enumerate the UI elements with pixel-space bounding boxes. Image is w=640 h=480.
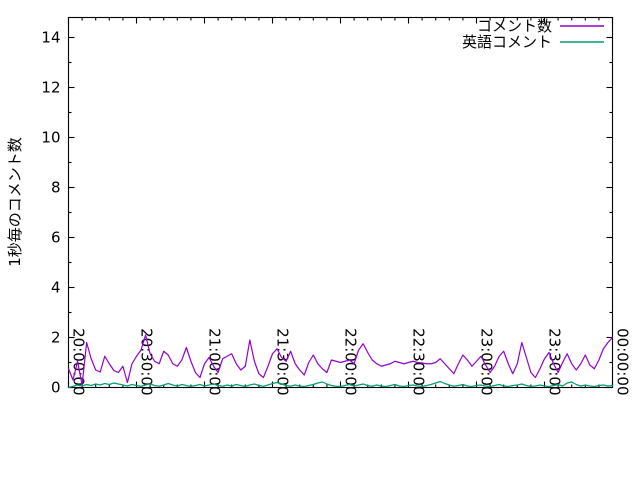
y-tick-label: 8 (51, 179, 61, 197)
x-tick-label: 22:30:00 (410, 328, 428, 395)
y-tick-label: 14 (41, 29, 60, 47)
x-tick-label: 23:00:00 (478, 328, 496, 395)
legend-label-1: 英語コメント (462, 33, 552, 51)
x-tick-label: 21:00:00 (206, 328, 224, 395)
x-tick-label: 22:00:00 (342, 328, 360, 395)
y-axis-tick-labels: 0 2 4 6 8 10 12 14 (41, 29, 60, 397)
y-tick-label: 2 (51, 329, 61, 347)
data-series-group (67, 334, 614, 389)
y-axis-title: 1秒毎のコメント数 (6, 137, 24, 267)
y-tick-label: 0 (51, 379, 61, 397)
y-tick-label: 12 (41, 79, 60, 97)
series-line-1 (67, 380, 614, 389)
x-tick-label: 23:30:00 (546, 328, 564, 395)
x-tick-label: 00:00:00 (614, 328, 632, 395)
y-tick-label: 4 (51, 279, 61, 297)
series-line-0 (67, 334, 614, 386)
x-axis-tick-labels: 20:00:00 20:30:00 21:00:00 21:30:00 22:00:00… (70, 328, 632, 395)
y-tick-label: 6 (51, 229, 61, 247)
x-tick-label: 21:30:00 (274, 328, 292, 395)
y-tick-label: 10 (41, 129, 60, 147)
plot-frame (67, 16, 614, 389)
legend-label-0: コメント数 (477, 17, 552, 35)
